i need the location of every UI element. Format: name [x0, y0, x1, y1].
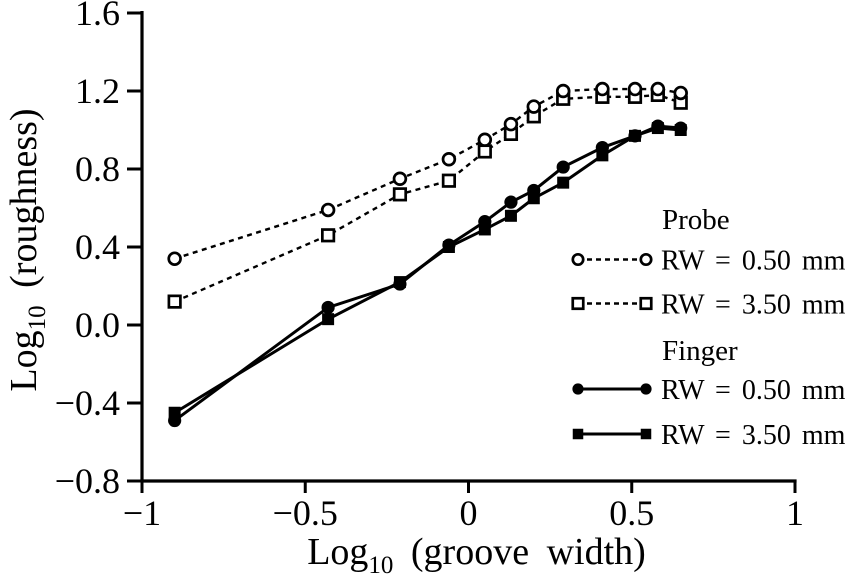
series-lines — [173, 87, 682, 422]
y-tick-label: −0.8 — [55, 461, 120, 501]
y-tick-label: −0.4 — [55, 383, 120, 423]
y-tick-label: 1.6 — [75, 0, 120, 33]
legend-label-finger-rw-3.50-mm: RW = 3.50 mm — [661, 420, 846, 451]
series-line-probe-rw-0.50-mm — [174, 87, 681, 260]
x-tick-label: 0.5 — [609, 493, 654, 533]
data-point-finger-rw-0.50-mm — [556, 160, 570, 174]
x-tick-label: −1 — [123, 493, 161, 533]
legend: Probe RW = 0.50 mm RW = 3.50 mm Finger RW = … — [571, 204, 846, 451]
legend-marker-finger-rw-3.50-mm — [572, 428, 584, 440]
legend-marker-probe-rw-0.50-mm — [639, 252, 653, 267]
legend-label-finger-rw-0.50-mm: RW = 0.50 mm — [661, 375, 846, 406]
x-tick-label: −0.5 — [273, 493, 338, 533]
data-point-finger-rw-0.50-mm — [168, 413, 182, 428]
data-point-probe-rw-3.50-mm — [477, 144, 492, 159]
legend-header-probe: Probe — [662, 204, 730, 236]
data-point-probe-rw-0.50-mm — [392, 171, 408, 187]
legend-header-finger: Finger — [662, 335, 738, 367]
data-point-probe-rw-0.50-mm — [650, 81, 666, 97]
legend-label-probe-rw-3.50-mm: RW = 3.50 mm — [661, 290, 846, 321]
legend-marker-finger-rw-3.50-mm — [640, 428, 652, 440]
data-point-finger-rw-3.50-mm — [322, 313, 335, 326]
data-point-finger-rw-0.50-mm — [478, 215, 492, 229]
data-point-probe-rw-0.50-mm — [555, 83, 571, 99]
legend-label-probe-rw-0.50-mm: RW = 0.50 mm — [661, 246, 846, 277]
data-point-probe-rw-0.50-mm — [627, 81, 643, 97]
y-tick-label: 0.0 — [75, 305, 120, 345]
x-axis-title: Log10 (groove width) — [307, 531, 646, 575]
series-line-finger-rw-3.50-mm — [173, 126, 681, 415]
y-axis-title: Log10 (roughness) — [3, 108, 51, 391]
data-point-finger-rw-0.50-mm — [321, 300, 335, 315]
data-point-finger-rw-0.50-mm — [595, 140, 609, 155]
data-point-finger-rw-0.50-mm — [628, 129, 642, 143]
legend-marker-finger-rw-0.50-mm — [640, 383, 652, 395]
legend-marker-probe-rw-3.50-mm — [571, 296, 585, 311]
y-tick-label: 1.2 — [75, 71, 120, 111]
y-tick-label: 0.8 — [75, 149, 120, 189]
data-point-probe-rw-0.50-mm — [595, 81, 610, 97]
data-point-probe-rw-0.50-mm — [441, 152, 457, 167]
data-point-probe-rw-0.50-mm — [673, 85, 688, 101]
x-tick-label: 1 — [786, 493, 804, 533]
y-tick-label: 0.4 — [75, 227, 120, 267]
data-point-probe-rw-0.50-mm — [167, 251, 182, 266]
data-point-probe-rw-3.50-mm — [167, 294, 182, 309]
x-tick-label: 0 — [460, 493, 478, 533]
data-point-finger-rw-3.50-mm — [504, 209, 517, 222]
data-point-probe-rw-3.50-mm — [321, 228, 336, 243]
data-point-finger-rw-0.50-mm — [504, 195, 518, 209]
data-point-probe-rw-3.50-mm — [392, 187, 408, 202]
series-line-probe-rw-3.50-mm — [174, 93, 682, 303]
legend-marker-finger-rw-0.50-mm — [572, 383, 584, 395]
data-point-finger-rw-0.50-mm — [674, 121, 688, 135]
series-markers — [167, 81, 688, 428]
data-point-probe-rw-3.50-mm — [441, 173, 457, 188]
legend-marker-probe-rw-3.50-mm — [639, 296, 653, 311]
data-point-probe-rw-0.50-mm — [477, 132, 493, 148]
data-point-finger-rw-0.50-mm — [527, 183, 541, 198]
legend-marker-probe-rw-0.50-mm — [571, 252, 585, 267]
axes: 1.6 1.2 0.8 0.4 0.0 −0.4 −0.8−1 −0.5 0 0.5 1 — [55, 0, 804, 533]
data-point-finger-rw-0.50-mm — [393, 277, 407, 291]
series-line-finger-rw-0.50-mm — [173, 124, 681, 422]
data-point-finger-rw-0.50-mm — [442, 238, 456, 252]
data-point-probe-rw-0.50-mm — [503, 116, 519, 132]
data-point-finger-rw-3.50-mm — [557, 176, 570, 189]
data-point-probe-rw-0.50-mm — [526, 99, 542, 114]
data-point-probe-rw-0.50-mm — [320, 202, 336, 218]
data-point-finger-rw-0.50-mm — [651, 119, 665, 133]
